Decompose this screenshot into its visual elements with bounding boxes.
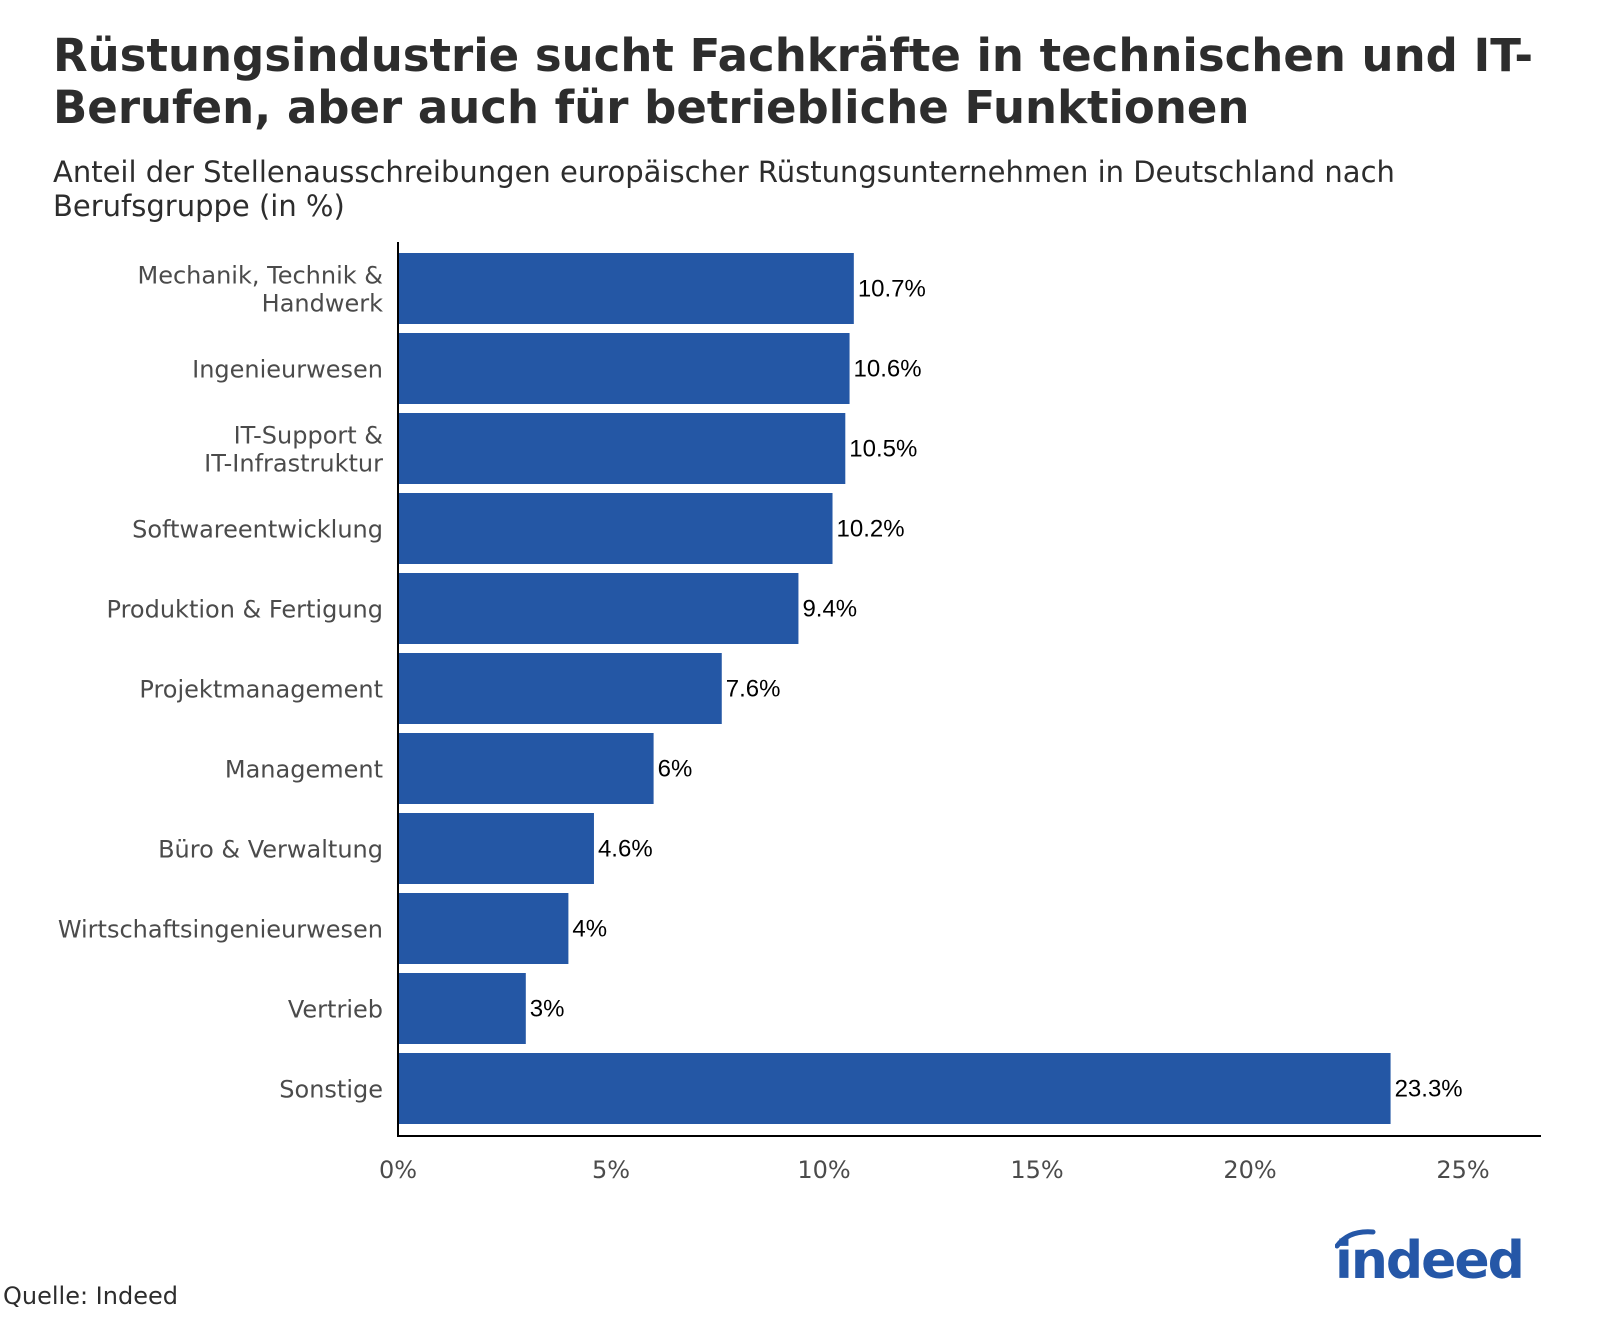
bar	[398, 493, 833, 564]
category-label: IT-Infrastruktur	[204, 450, 383, 478]
indeed-logo: indeed	[1335, 1229, 1525, 1288]
chart-subtitle: Anteil der Stellenausschreibungen europä…	[53, 155, 1395, 223]
x-tick-label: 0%	[379, 1156, 417, 1184]
bar-value-label: 23.3%	[1395, 1076, 1463, 1103]
x-tick-label: 15%	[1010, 1156, 1063, 1184]
bar	[398, 893, 569, 964]
bar	[398, 333, 850, 404]
indeed-logo-text: indeed	[1335, 1231, 1523, 1288]
bar-value-label: 10.5%	[849, 436, 917, 463]
bar-value-label: 10.2%	[837, 516, 905, 543]
x-tick-labels-group: 0% 5% 10% 15% 20% 25%	[379, 1156, 1490, 1184]
category-label: Mechanik, Technik &	[138, 262, 384, 290]
x-tick-label: 20%	[1223, 1156, 1276, 1184]
bar	[398, 253, 854, 324]
bar	[398, 573, 799, 644]
category-labels-group: Mechanik, Technik &Handwerk Ingenieurwese…	[58, 262, 383, 1104]
bar-value-label: 10.6%	[854, 356, 922, 383]
bars-group	[398, 253, 1391, 1124]
bar	[398, 653, 722, 724]
bar-value-label: 4.6%	[598, 836, 653, 863]
category-label: Softwareentwicklung	[132, 516, 383, 544]
source-note: Quelle: Indeed	[3, 1282, 178, 1310]
bar	[398, 733, 654, 804]
category-label: Projektmanagement	[139, 676, 383, 704]
value-labels-group: 10.7% 10.6% 10.5% 10.2% 9.4% 7.6% 6% 4.6% 4% 3% 23…	[530, 276, 1463, 1103]
category-label: IT-Support &	[234, 422, 383, 450]
category-label: Wirtschaftsingenieurwesen	[58, 916, 383, 944]
category-label: Handwerk	[262, 290, 383, 318]
bar	[398, 413, 846, 484]
x-tick-label: 25%	[1436, 1156, 1489, 1184]
category-label: Ingenieurwesen	[192, 356, 383, 384]
x-tick-label: 5%	[592, 1156, 630, 1184]
bar	[398, 973, 526, 1044]
bar	[398, 1053, 1391, 1124]
category-label: Sonstige	[279, 1076, 383, 1104]
category-label: Produktion & Fertigung	[107, 596, 383, 624]
bar-value-label: 3%	[530, 996, 565, 1023]
category-label: Büro & Verwaltung	[158, 836, 383, 864]
category-label: Management	[225, 756, 383, 784]
bar	[398, 813, 594, 884]
chart-title: Rüstungsindustrie sucht Fachkräfte in te…	[53, 29, 1534, 134]
indeed-logo-arc	[1335, 1229, 1376, 1249]
x-tick-label: 10%	[797, 1156, 850, 1184]
bar-value-label: 6%	[658, 756, 693, 783]
category-label: Vertrieb	[288, 996, 383, 1024]
bar-value-label: 7.6%	[726, 676, 781, 703]
bar-value-label: 9.4%	[802, 596, 857, 623]
bar-value-label: 10.7%	[858, 276, 926, 303]
bar-value-label: 4%	[572, 916, 607, 943]
